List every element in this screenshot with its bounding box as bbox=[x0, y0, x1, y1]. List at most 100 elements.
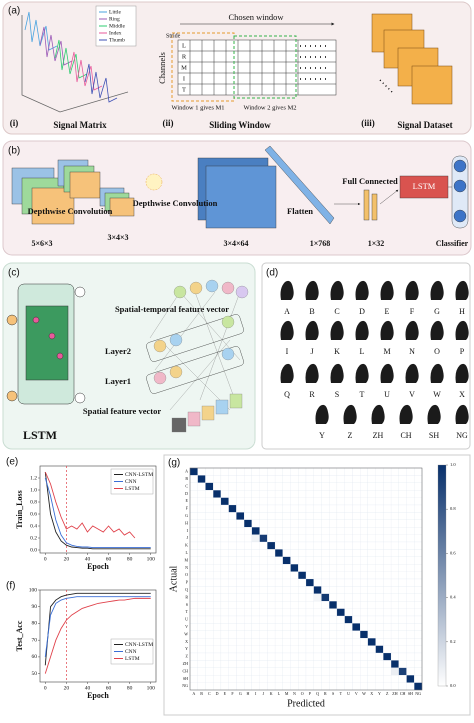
x-tick-label: NG bbox=[415, 691, 421, 696]
heat-cell bbox=[336, 519, 345, 528]
heat-cell bbox=[244, 652, 252, 661]
hand bbox=[455, 404, 469, 424]
y-tick-label: 0.6 bbox=[30, 511, 37, 517]
heat-cell bbox=[290, 623, 299, 631]
heat-cell bbox=[336, 571, 345, 580]
heat-cell bbox=[189, 601, 198, 609]
letter-label: L bbox=[360, 347, 365, 356]
heat-cell bbox=[398, 615, 407, 624]
heat-cell bbox=[244, 623, 252, 631]
x-tick-label: D bbox=[216, 691, 219, 696]
heat-cell bbox=[213, 645, 222, 654]
heat-cell bbox=[213, 527, 222, 535]
heat-cell bbox=[197, 667, 206, 676]
tag: (i) bbox=[10, 118, 19, 128]
heat-cell bbox=[344, 623, 353, 631]
heat-cell bbox=[414, 519, 423, 528]
y-tick-label: K bbox=[185, 543, 188, 548]
heat-cell bbox=[352, 660, 361, 668]
heat-cell bbox=[360, 467, 368, 476]
heat-cell bbox=[398, 564, 407, 572]
heat-cell bbox=[236, 519, 245, 528]
x-tick-label: K bbox=[270, 691, 273, 696]
label: Channels bbox=[157, 52, 167, 84]
x-tick-label: 100 bbox=[147, 556, 156, 562]
heat-cell bbox=[189, 475, 198, 483]
hand bbox=[343, 404, 357, 424]
heat-cell bbox=[305, 586, 314, 594]
heat-cell bbox=[274, 578, 283, 587]
heat-cell bbox=[406, 490, 415, 498]
heat-cell bbox=[244, 630, 252, 639]
letter-label: NG bbox=[456, 431, 468, 440]
heat-cell bbox=[197, 675, 206, 683]
hand bbox=[280, 280, 294, 300]
heat-cell bbox=[360, 475, 368, 483]
heat-cell bbox=[406, 638, 415, 646]
legend-label: LSTM bbox=[125, 656, 140, 662]
heat-cell bbox=[390, 630, 399, 639]
heat-cell bbox=[398, 593, 407, 602]
heat-cell bbox=[189, 482, 198, 491]
heat-cell bbox=[205, 467, 214, 476]
heat-cell bbox=[205, 482, 214, 491]
heat-cell bbox=[189, 667, 198, 676]
heat-cell bbox=[267, 527, 276, 535]
heat-cell bbox=[259, 645, 268, 654]
heat-cell bbox=[197, 527, 206, 535]
heat-cell bbox=[321, 549, 330, 557]
heat-cell bbox=[189, 467, 198, 476]
heat-cell bbox=[321, 467, 330, 476]
heat-cell bbox=[329, 630, 338, 639]
hand bbox=[280, 363, 294, 383]
heat-cell bbox=[329, 593, 338, 602]
heat-cell bbox=[197, 586, 206, 594]
heat-cell bbox=[305, 601, 314, 609]
legend-label: Middle bbox=[109, 23, 125, 29]
heat-cell bbox=[352, 504, 361, 513]
heat-cell bbox=[236, 615, 245, 624]
letter-label: G bbox=[434, 307, 440, 316]
x-tick-label: X bbox=[370, 691, 373, 696]
heat-cell bbox=[321, 601, 330, 609]
heat-cell bbox=[197, 482, 206, 491]
heat-cell bbox=[251, 593, 260, 602]
heat-cell bbox=[236, 586, 245, 594]
heat-cell bbox=[298, 652, 307, 661]
heat-cell bbox=[290, 475, 299, 483]
heat-cell bbox=[414, 652, 423, 661]
heat-cell bbox=[336, 512, 345, 520]
heat-cell bbox=[336, 593, 345, 602]
heat-cell bbox=[336, 638, 345, 646]
heat-cell bbox=[259, 593, 268, 602]
heat-cell bbox=[244, 601, 252, 609]
legend-label: Index bbox=[109, 30, 122, 36]
heat-cell bbox=[344, 549, 353, 557]
heat-cell bbox=[383, 601, 392, 609]
heat-cell bbox=[213, 593, 222, 602]
heat-cell bbox=[259, 549, 268, 557]
heat-cell bbox=[220, 652, 229, 661]
heat-cell bbox=[236, 482, 245, 491]
heat-cell bbox=[329, 541, 338, 550]
heat-cell bbox=[298, 638, 307, 646]
heat-cell bbox=[336, 541, 345, 550]
heat-cell bbox=[329, 601, 338, 609]
heat-cell bbox=[305, 549, 314, 557]
label: Layer1 bbox=[105, 376, 131, 386]
heat-cell bbox=[220, 601, 229, 609]
heat-cell bbox=[352, 652, 361, 661]
heat-cell bbox=[251, 527, 260, 535]
heat-cell bbox=[282, 601, 291, 609]
heat-cell bbox=[367, 645, 376, 654]
label: Window 1 gives M1 bbox=[172, 104, 225, 111]
y-tick-label: N bbox=[185, 565, 188, 570]
letter-label: E bbox=[385, 307, 390, 316]
heat-cell bbox=[290, 564, 299, 572]
heat-cell bbox=[398, 534, 407, 543]
heat-cell bbox=[375, 667, 384, 676]
heat-cell bbox=[329, 556, 338, 565]
heat-cell bbox=[305, 638, 314, 646]
heat-cell bbox=[236, 623, 245, 631]
heat-cell bbox=[213, 475, 222, 483]
